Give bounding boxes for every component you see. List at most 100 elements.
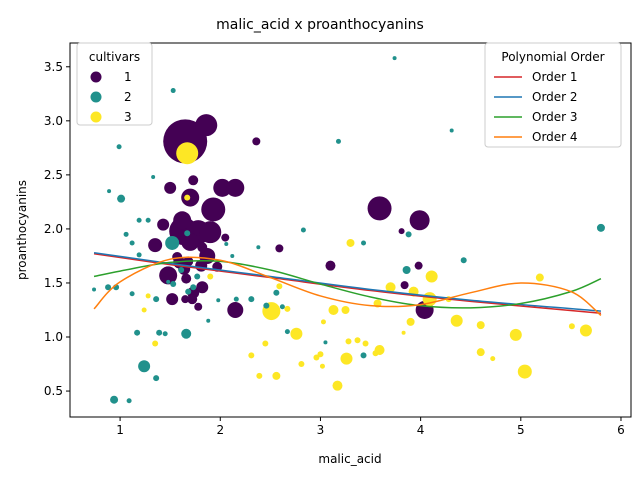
legend-label-cultivar: 2: [124, 90, 132, 104]
x-tick-label: 1: [116, 423, 124, 437]
data-point-cultivar-1: [197, 242, 208, 253]
data-point-cultivar-3: [276, 283, 283, 290]
legend-polynomial: Polynomial Order Order 1 Order 2 Order 3 Or…: [484, 42, 622, 148]
x-tick-label: 5: [517, 423, 525, 437]
data-point-cultivar-1: [195, 114, 218, 137]
data-point-cultivar-3: [290, 327, 303, 340]
data-point-cultivar-3: [328, 304, 339, 315]
legend-marker-cultivar-3: [90, 111, 102, 123]
legend-label-order: Order 4: [532, 130, 578, 144]
data-point-cultivar-2: [138, 360, 151, 373]
data-point-cultivar-1: [181, 273, 192, 284]
data-point-cultivar-2: [170, 88, 176, 94]
data-point-cultivar-1: [221, 233, 230, 242]
data-point-cultivar-1: [173, 211, 192, 230]
data-point-cultivar-3: [284, 305, 291, 312]
data-point-cultivar-2: [178, 266, 185, 273]
legend-label-order: Order 3: [532, 110, 578, 124]
legend-marker-cultivar-2: [90, 91, 102, 103]
data-point-cultivar-2: [129, 240, 135, 246]
data-point-cultivar-3: [476, 321, 485, 330]
legend-polynomial-title: Polynomial Order: [501, 50, 604, 64]
data-point-cultivar-2: [206, 318, 211, 323]
data-point-cultivar-3: [476, 348, 485, 357]
fit-line-order-1: [93, 253, 602, 314]
data-point-cultivar-3: [176, 142, 199, 165]
legend-cultivars: cultivars 1 2 3: [76, 42, 153, 126]
x-axis-label: malic_acid: [318, 452, 381, 466]
data-point-cultivar-1: [196, 281, 209, 294]
data-point-cultivar-1: [252, 137, 261, 146]
data-point-cultivar-2: [170, 281, 177, 288]
data-point-cultivar-2: [129, 291, 135, 297]
data-point-cultivar-2: [224, 242, 229, 247]
x-tick-label: 6: [617, 423, 625, 437]
data-point-cultivar-2: [184, 230, 191, 237]
data-point-cultivar-3: [385, 282, 396, 293]
data-point-cultivar-2: [263, 302, 270, 309]
data-point-cultivar-1: [325, 260, 336, 271]
data-point-cultivar-3: [184, 194, 191, 201]
data-point-cultivar-1: [181, 295, 190, 304]
data-point-cultivar-2: [117, 194, 126, 203]
data-point-cultivar-2: [284, 329, 290, 335]
x-tick-label: 4: [417, 423, 425, 437]
data-point-cultivar-3: [248, 352, 255, 359]
data-point-cultivar-1: [181, 188, 200, 207]
legend-label-order: Order 2: [532, 90, 578, 104]
data-point-cultivar-1: [213, 178, 232, 197]
data-point-cultivar-1: [166, 293, 179, 306]
data-point-cultivar-3: [340, 352, 353, 365]
data-point-cultivar-3: [332, 380, 343, 391]
data-point-cultivar-3: [341, 305, 350, 314]
data-point-cultivar-2: [194, 273, 201, 280]
data-point-cultivar-2: [300, 227, 306, 233]
data-point-cultivar-2: [153, 375, 160, 382]
data-point-cultivar-2: [190, 284, 197, 291]
y-axis-ticks: 0.5 1.0 1.5 2.0 2.5 3.0 3.5: [44, 60, 70, 398]
data-point-cultivar-2: [145, 217, 151, 223]
data-point-cultivar-1: [226, 178, 245, 197]
data-point-cultivar-3: [372, 350, 379, 357]
data-point-cultivar-3: [535, 273, 544, 282]
data-point-cultivar-2: [134, 329, 141, 336]
data-point-cultivar-3: [256, 372, 263, 379]
data-point-cultivar-1: [227, 301, 244, 318]
data-point-cultivar-2: [402, 265, 411, 274]
data-point-cultivar-1: [367, 196, 392, 221]
data-point-cultivar-3: [152, 340, 159, 347]
data-point-cultivar-2: [335, 138, 341, 144]
data-point-cultivar-2: [123, 231, 129, 237]
data-point-cultivar-1: [157, 218, 170, 231]
data-point-cultivar-2: [273, 289, 280, 296]
y-tick-label: 3.5: [44, 60, 63, 74]
data-point-cultivar-3: [490, 356, 496, 362]
data-point-cultivar-1: [400, 281, 409, 290]
data-point-cultivar-2: [256, 245, 261, 250]
data-point-cultivar-3: [509, 328, 522, 341]
data-point-cultivar-3: [298, 361, 305, 368]
data-point-cultivar-1: [187, 294, 198, 305]
x-tick-label: 2: [216, 423, 224, 437]
data-point-cultivar-2: [596, 223, 605, 232]
data-point-cultivar-2: [136, 252, 142, 258]
fit-line-order-2: [93, 251, 602, 312]
data-point-cultivar-1: [181, 232, 200, 251]
data-point-cultivar-2: [392, 56, 397, 61]
data-point-cultivar-3: [425, 270, 438, 283]
data-point-cultivar-2: [405, 231, 412, 238]
data-point-cultivar-1: [148, 238, 163, 253]
y-tick-label: 0.5: [44, 384, 63, 398]
data-point-cultivar-2: [116, 144, 122, 150]
x-axis-ticks: 1 2 3 4 5 6: [116, 417, 625, 437]
legend-cultivars-box: [76, 42, 153, 126]
data-point-cultivar-3: [517, 364, 532, 379]
data-point-cultivar-3: [272, 371, 281, 380]
y-tick-label: 3.0: [44, 114, 63, 128]
data-point-cultivar-2: [166, 279, 171, 284]
fit-line-order-4: [93, 256, 602, 316]
legend-cultivars-title: cultivars: [89, 50, 140, 64]
data-point-cultivar-2: [107, 189, 112, 194]
data-points: [92, 56, 605, 404]
